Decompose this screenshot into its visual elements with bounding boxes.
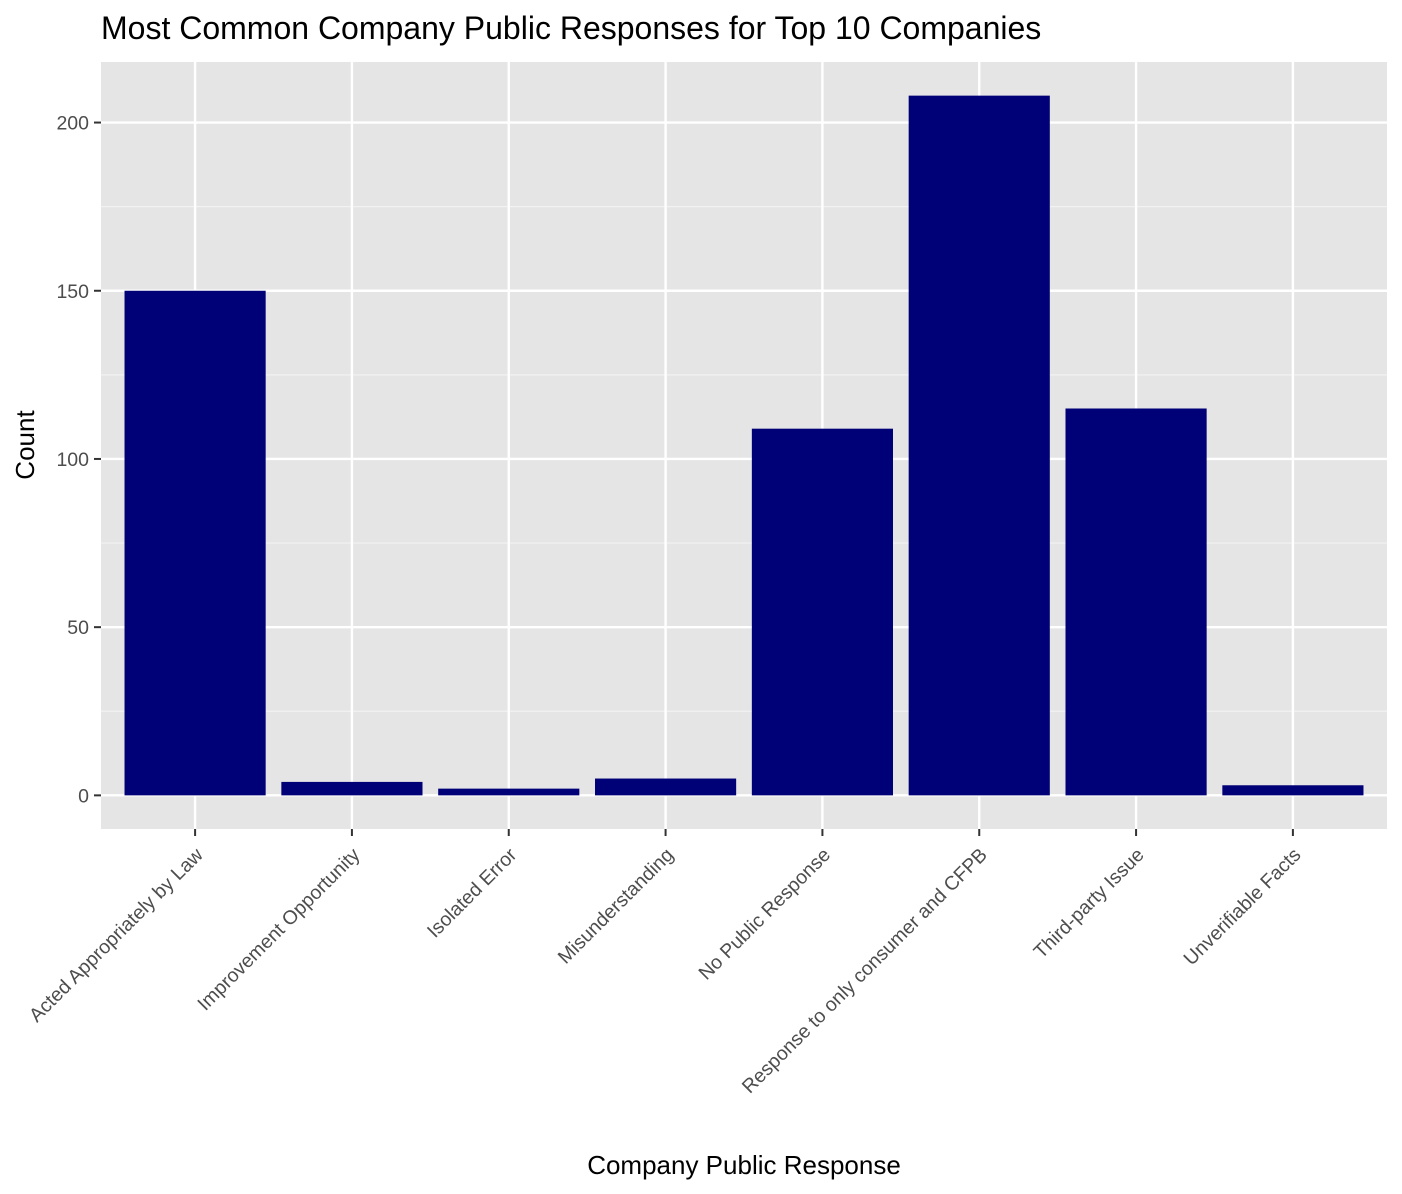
x-tick-label: Improvement Opportunity xyxy=(193,844,364,1015)
y-axis: 0 50 100 150 200 xyxy=(56,113,101,807)
bar xyxy=(438,788,580,796)
chart-title: Most Common Company Public Responses for… xyxy=(101,10,1041,46)
bar xyxy=(595,778,737,796)
bar xyxy=(281,781,423,796)
x-tick-label: Misunderstanding xyxy=(554,844,678,968)
x-tick-label: Unverifiable Facts xyxy=(1180,844,1306,970)
x-axis-title: Company Public Response xyxy=(587,1150,901,1180)
bar xyxy=(1065,408,1207,796)
bar xyxy=(908,95,1050,796)
y-tick-label: 200 xyxy=(56,113,89,135)
x-tick-label: Third-party Issue xyxy=(1030,844,1149,963)
x-tick-label: Response to only consumer and CFPB xyxy=(738,844,992,1098)
bar xyxy=(124,290,266,796)
y-axis-title: Count xyxy=(10,410,40,480)
bar xyxy=(751,428,893,796)
y-tick-label: 100 xyxy=(56,449,89,471)
bars xyxy=(124,95,1364,796)
x-tick-label: Isolated Error xyxy=(423,844,522,943)
x-tick-label: No Public Response xyxy=(694,844,834,984)
y-tick-label: 50 xyxy=(67,617,89,639)
x-tick-label: Acted Appropriately by Law xyxy=(25,843,208,1026)
y-tick-label: 150 xyxy=(56,281,89,303)
y-tick-label: 0 xyxy=(78,785,89,807)
bar xyxy=(1222,785,1364,796)
